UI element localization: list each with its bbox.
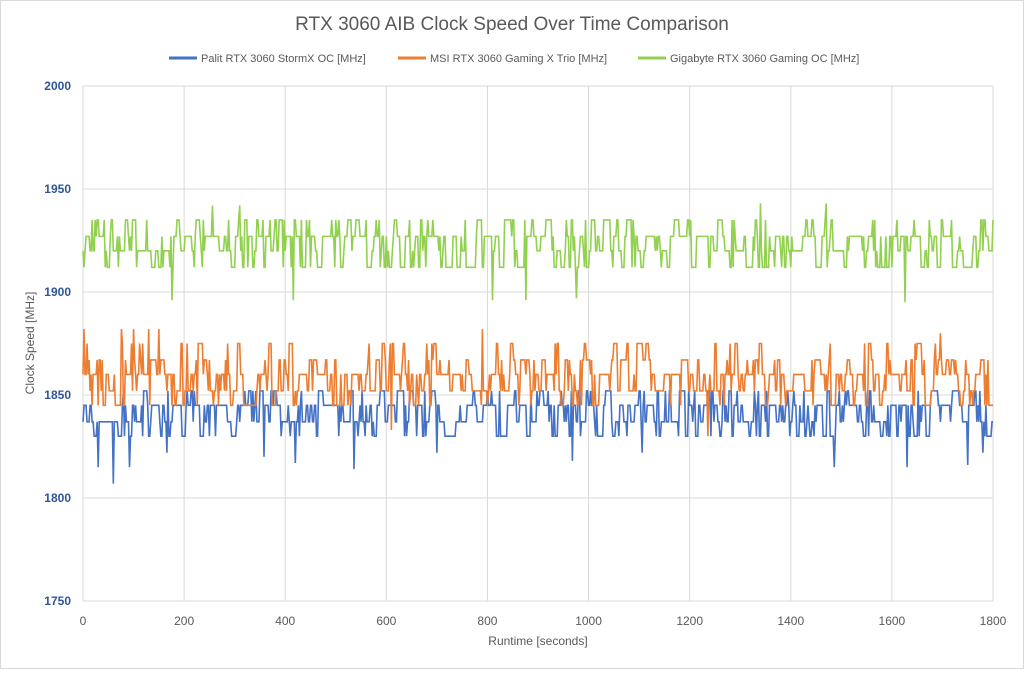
y-tick-label: 1750 [44,594,71,608]
x-tick-label: 400 [275,614,295,628]
series-line-1 [82,329,993,437]
x-tick-label: 200 [174,614,194,628]
chart-title: RTX 3060 AIB Clock Speed Over Time Compa… [295,14,729,35]
legend-label-gigabyte: Gigabyte RTX 3060 Gaming OC [MHz] [670,53,859,65]
x-axis-title: Runtime [seconds] [488,634,587,648]
legend: Palit RTX 3060 StormX OC [MHz] MSI RTX 3… [169,53,859,65]
legend-item-msi[interactable]: MSI RTX 3060 Gaming X Trio [MHz] [398,53,607,65]
y-axis-ticks: 1750 1800 1850 1900 1950 2000 [44,79,71,608]
legend-item-gigabyte[interactable]: Gigabyte RTX 3060 Gaming OC [MHz] [638,53,859,65]
legend-label-msi: MSI RTX 3060 Gaming X Trio [MHz] [430,53,607,65]
y-tick-label: 1900 [44,285,71,299]
x-tick-label: 1200 [676,614,703,628]
x-tick-label: 1000 [575,614,602,628]
legend-item-palit[interactable]: Palit RTX 3060 StormX OC [MHz] [169,53,366,65]
y-axis-title: Clock Speed [MHz] [23,292,37,395]
x-tick-label: 0 [80,614,87,628]
x-tick-label: 600 [376,614,396,628]
series-line-2 [82,203,994,303]
x-tick-label: 1800 [980,614,1007,628]
x-tick-label: 800 [477,614,497,628]
y-tick-label: 1950 [44,182,71,196]
gridlines [82,85,994,602]
x-tick-label: 1400 [777,614,804,628]
legend-label-palit: Palit RTX 3060 StormX OC [MHz] [201,53,366,65]
series-lines [82,203,994,484]
x-axis-ticks: 0 200 400 600 800 1000 1200 1400 1600 1800 [80,614,1007,628]
y-tick-label: 1850 [44,388,71,402]
series-line-0 [82,390,993,484]
y-tick-label: 2000 [44,79,71,93]
y-tick-label: 1800 [44,491,71,505]
x-tick-label: 1600 [879,614,906,628]
